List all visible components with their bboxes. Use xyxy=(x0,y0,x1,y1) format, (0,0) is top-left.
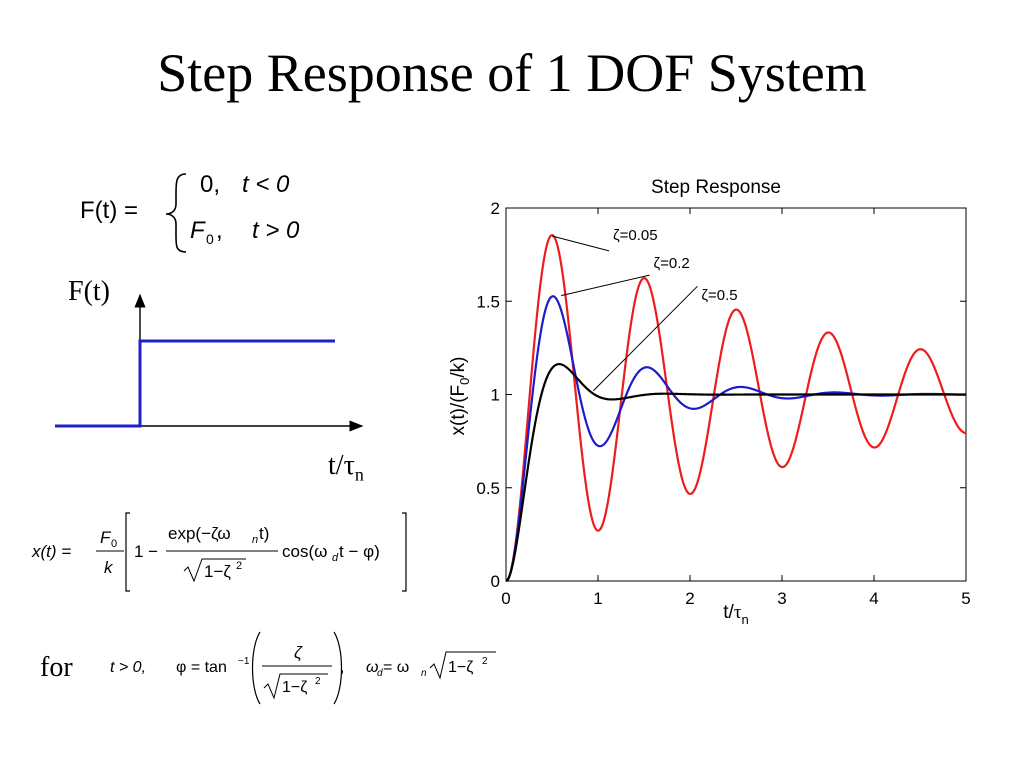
response-cos: cos(ω xyxy=(282,542,327,561)
x-tick-label: 5 xyxy=(961,589,970,608)
x-tick-label: 0 xyxy=(501,589,510,608)
force-case2-value: F xyxy=(190,217,206,244)
annotation-group: ζ=0.05 ζ=0.2 ζ=0.5 xyxy=(551,227,738,392)
force-case1-cond: t < 0 xyxy=(242,171,290,198)
y-tick-label: 0 xyxy=(491,572,500,591)
wd-rhs-sub: n xyxy=(421,668,427,679)
step-sketch xyxy=(55,293,364,432)
wd-lhs-sub: d xyxy=(377,668,383,679)
annotation-label: ζ=0.05 xyxy=(613,227,658,244)
response-sqrt-sup: 2 xyxy=(236,560,242,572)
cond-t: t > 0, xyxy=(110,659,146,676)
wd-sqrt-sign xyxy=(429,651,496,680)
t-over-tau-symbol: τ xyxy=(343,450,355,481)
series-group xyxy=(505,233,967,583)
force-brace xyxy=(165,173,187,253)
response-left-bracket xyxy=(125,512,130,592)
x-tick-label: 1 xyxy=(593,589,602,608)
ft-axis-label: F(t) xyxy=(68,276,110,307)
y-tick-label: 0.5 xyxy=(476,479,500,498)
response-exp: exp(−ζω xyxy=(168,524,231,543)
annotation-leader xyxy=(551,235,610,252)
response-num-sub: 0 xyxy=(111,538,117,550)
annotation-leader xyxy=(593,285,698,392)
response-equation: x(t) = F 0 k 1 − exp(−ζω n t) 1−ζ 2 cos(… xyxy=(31,512,407,592)
y-axis-label: x(t)/(F0/k) xyxy=(448,357,472,436)
force-case2-comma: , xyxy=(216,217,223,244)
force-case2-cond: t > 0 xyxy=(252,217,300,244)
annotation-leader xyxy=(561,274,650,297)
wd-sqrt: 1−ζ xyxy=(448,659,473,676)
phi-sqrt-sign xyxy=(263,673,328,700)
wd-eq: = ω xyxy=(383,659,409,676)
force-lhs: F(t) = xyxy=(80,197,138,224)
y-tick-label: 1 xyxy=(491,386,500,405)
phi-right-paren xyxy=(333,631,343,705)
response-cos-end: t − φ) xyxy=(339,542,380,561)
for-label: for xyxy=(40,652,73,683)
x-axis-label: t/τn xyxy=(723,602,748,627)
step-function-line xyxy=(55,339,335,428)
annotation-label: ζ=0.5 xyxy=(701,287,737,304)
slide-title: Step Response of 1 DOF System xyxy=(157,43,867,103)
phi-left-paren xyxy=(251,631,261,705)
response-num: F xyxy=(100,528,112,547)
x-tick-label: 4 xyxy=(869,589,878,608)
phi-lhs: φ = tan xyxy=(176,659,227,676)
response-lhs: x(t) = xyxy=(31,542,71,561)
y-tick-label: 2 xyxy=(491,199,500,218)
series-line-0_05 xyxy=(505,233,967,583)
response-right-bracket xyxy=(402,512,407,592)
phi-num: ζ xyxy=(294,643,303,662)
annotation-label: ζ=0.2 xyxy=(654,255,690,272)
response-exp-end: t) xyxy=(259,524,269,543)
response-sqrt: 1−ζ xyxy=(204,562,231,581)
series-line-0_5 xyxy=(505,362,966,583)
phi-comma: , xyxy=(340,659,344,676)
x-tick-label: 2 xyxy=(685,589,694,608)
wd-lhs: ω xyxy=(366,659,378,676)
t-over-tau-main: t/ xyxy=(328,450,344,481)
t-over-tau-label: t/τn xyxy=(328,450,364,486)
response-one-minus: 1 − xyxy=(134,542,158,561)
x-tick-label: 3 xyxy=(777,589,786,608)
phi-sup: −1 xyxy=(238,656,250,667)
wd-sqrt-sup: 2 xyxy=(482,656,488,667)
phi-sqrt-sup: 2 xyxy=(315,676,321,687)
chart-title: Step Response xyxy=(651,177,781,198)
y-tick-label: 1.5 xyxy=(476,292,500,311)
force-equation: F(t) = 0, t < 0 F 0 , t > 0 xyxy=(80,171,300,253)
phi-sqrt: 1−ζ xyxy=(282,679,307,696)
tick-group: 0 1 2 3 4 5 0 0.5 1 1.5 2 xyxy=(476,199,970,608)
response-den: k xyxy=(104,558,114,577)
response-exp-sub: n xyxy=(252,534,258,546)
force-case2-sub: 0 xyxy=(206,231,214,247)
response-sqrt-sign xyxy=(183,558,246,583)
step-response-chart: Step Response 0 1 2 3 4 500.511.52 ζ=0.05ζ=0.… xyxy=(448,177,971,627)
response-cos-sub: d xyxy=(332,552,339,564)
conditions-equation: t > 0, φ = tan −1 ζ 1−ζ 2 , ω d = ω n 1−… xyxy=(110,631,496,705)
force-case1-value: 0, xyxy=(200,171,220,198)
t-over-tau-sub: n xyxy=(354,464,364,485)
